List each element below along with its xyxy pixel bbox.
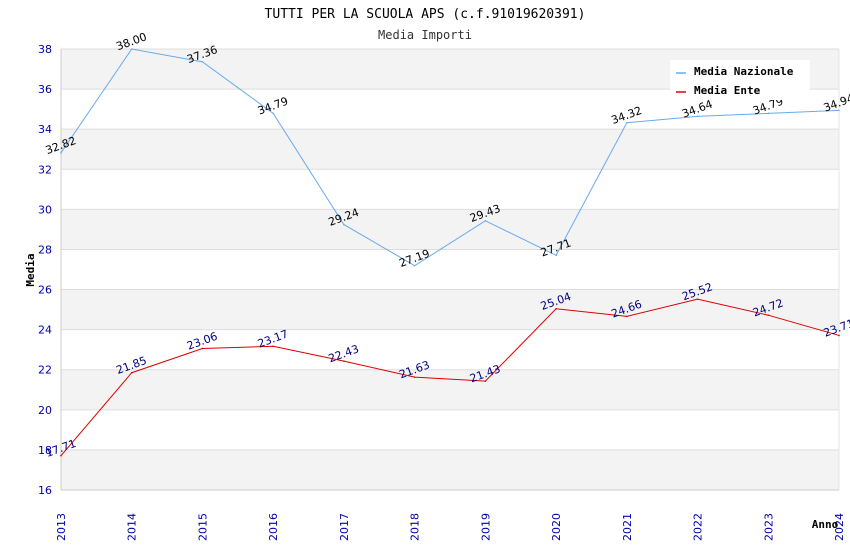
data-point — [484, 219, 487, 222]
grid-band — [61, 129, 839, 170]
x-tick-label: 2014 — [126, 513, 139, 541]
x-tick-label: 2020 — [550, 513, 563, 541]
data-point — [555, 307, 557, 310]
x-tick-label: 2021 — [621, 513, 634, 541]
data-point — [767, 112, 770, 115]
chart-title: TUTTI PER LA SCUOLA APS (c.f.91019620391… — [265, 7, 586, 22]
data-point — [130, 48, 133, 50]
data-point — [626, 121, 628, 124]
x-tick-label: 2018 — [409, 513, 422, 541]
data-point — [696, 115, 699, 118]
y-tick-label: 30 — [38, 203, 52, 216]
grid-band — [61, 289, 839, 330]
data-point — [60, 152, 62, 154]
legend-label-nazionale: Media Nazionale — [694, 65, 794, 78]
y-tick-label: 26 — [38, 284, 52, 297]
data-point — [838, 334, 840, 337]
grid-band — [61, 449, 839, 490]
grid-band — [61, 369, 839, 410]
series-layer — [60, 48, 840, 457]
x-tick-label: 2015 — [196, 513, 209, 541]
data-point — [272, 112, 274, 115]
series-line-0 — [60, 48, 840, 267]
x-axis-label: Anno — [812, 518, 839, 531]
y-tick-label: 28 — [38, 243, 52, 256]
data-point — [60, 454, 62, 457]
data-point — [130, 371, 133, 374]
data-point — [838, 109, 840, 112]
y-tick-label: 24 — [38, 324, 52, 337]
data-point — [343, 360, 345, 362]
x-tick-label: 2016 — [267, 513, 280, 541]
y-tick-label: 34 — [38, 123, 52, 136]
y-tick-label: 16 — [38, 484, 52, 497]
y-tick-label: 22 — [38, 364, 52, 377]
legend: Media Nazionale Media Ente — [670, 60, 810, 100]
legend-label-ente: Media Ente — [694, 84, 761, 97]
data-label: 34.94 — [822, 92, 850, 115]
y-tick-label: 32 — [38, 163, 52, 176]
x-tick-label: 2017 — [338, 513, 351, 541]
data-point — [626, 315, 628, 318]
data-point — [201, 347, 204, 350]
data-point — [343, 223, 345, 226]
y-tick-label: 18 — [38, 444, 52, 457]
data-point — [767, 314, 770, 317]
chart-subtitle: Media Importi — [378, 28, 472, 42]
x-tick-label: 2022 — [692, 513, 705, 541]
y-tick-label: 20 — [38, 404, 52, 417]
x-axis-ticks: 2013 2014 2015 2016 2017 2018 2019 2020 2021 2022… — [55, 513, 846, 541]
data-point — [484, 380, 487, 382]
y-axis-ticks: 16 18 20 22 24 26 28 30 32 34 36 38 — [38, 43, 52, 497]
x-tick-label: 2023 — [762, 513, 775, 541]
x-tick-label: 2013 — [55, 513, 68, 541]
data-point — [696, 298, 699, 300]
y-tick-label: 38 — [38, 43, 52, 56]
data-point — [272, 345, 274, 348]
legend-box — [670, 60, 810, 100]
y-tick-label: 36 — [38, 83, 52, 96]
data-point — [413, 376, 416, 378]
y-axis-label: Media — [24, 253, 37, 286]
data-point — [413, 264, 416, 267]
data-point — [555, 254, 557, 257]
data-point — [201, 61, 204, 63]
x-tick-label: 2019 — [479, 513, 492, 541]
series-line-1 — [60, 298, 840, 457]
x-tick-label: 2024 — [833, 513, 846, 541]
